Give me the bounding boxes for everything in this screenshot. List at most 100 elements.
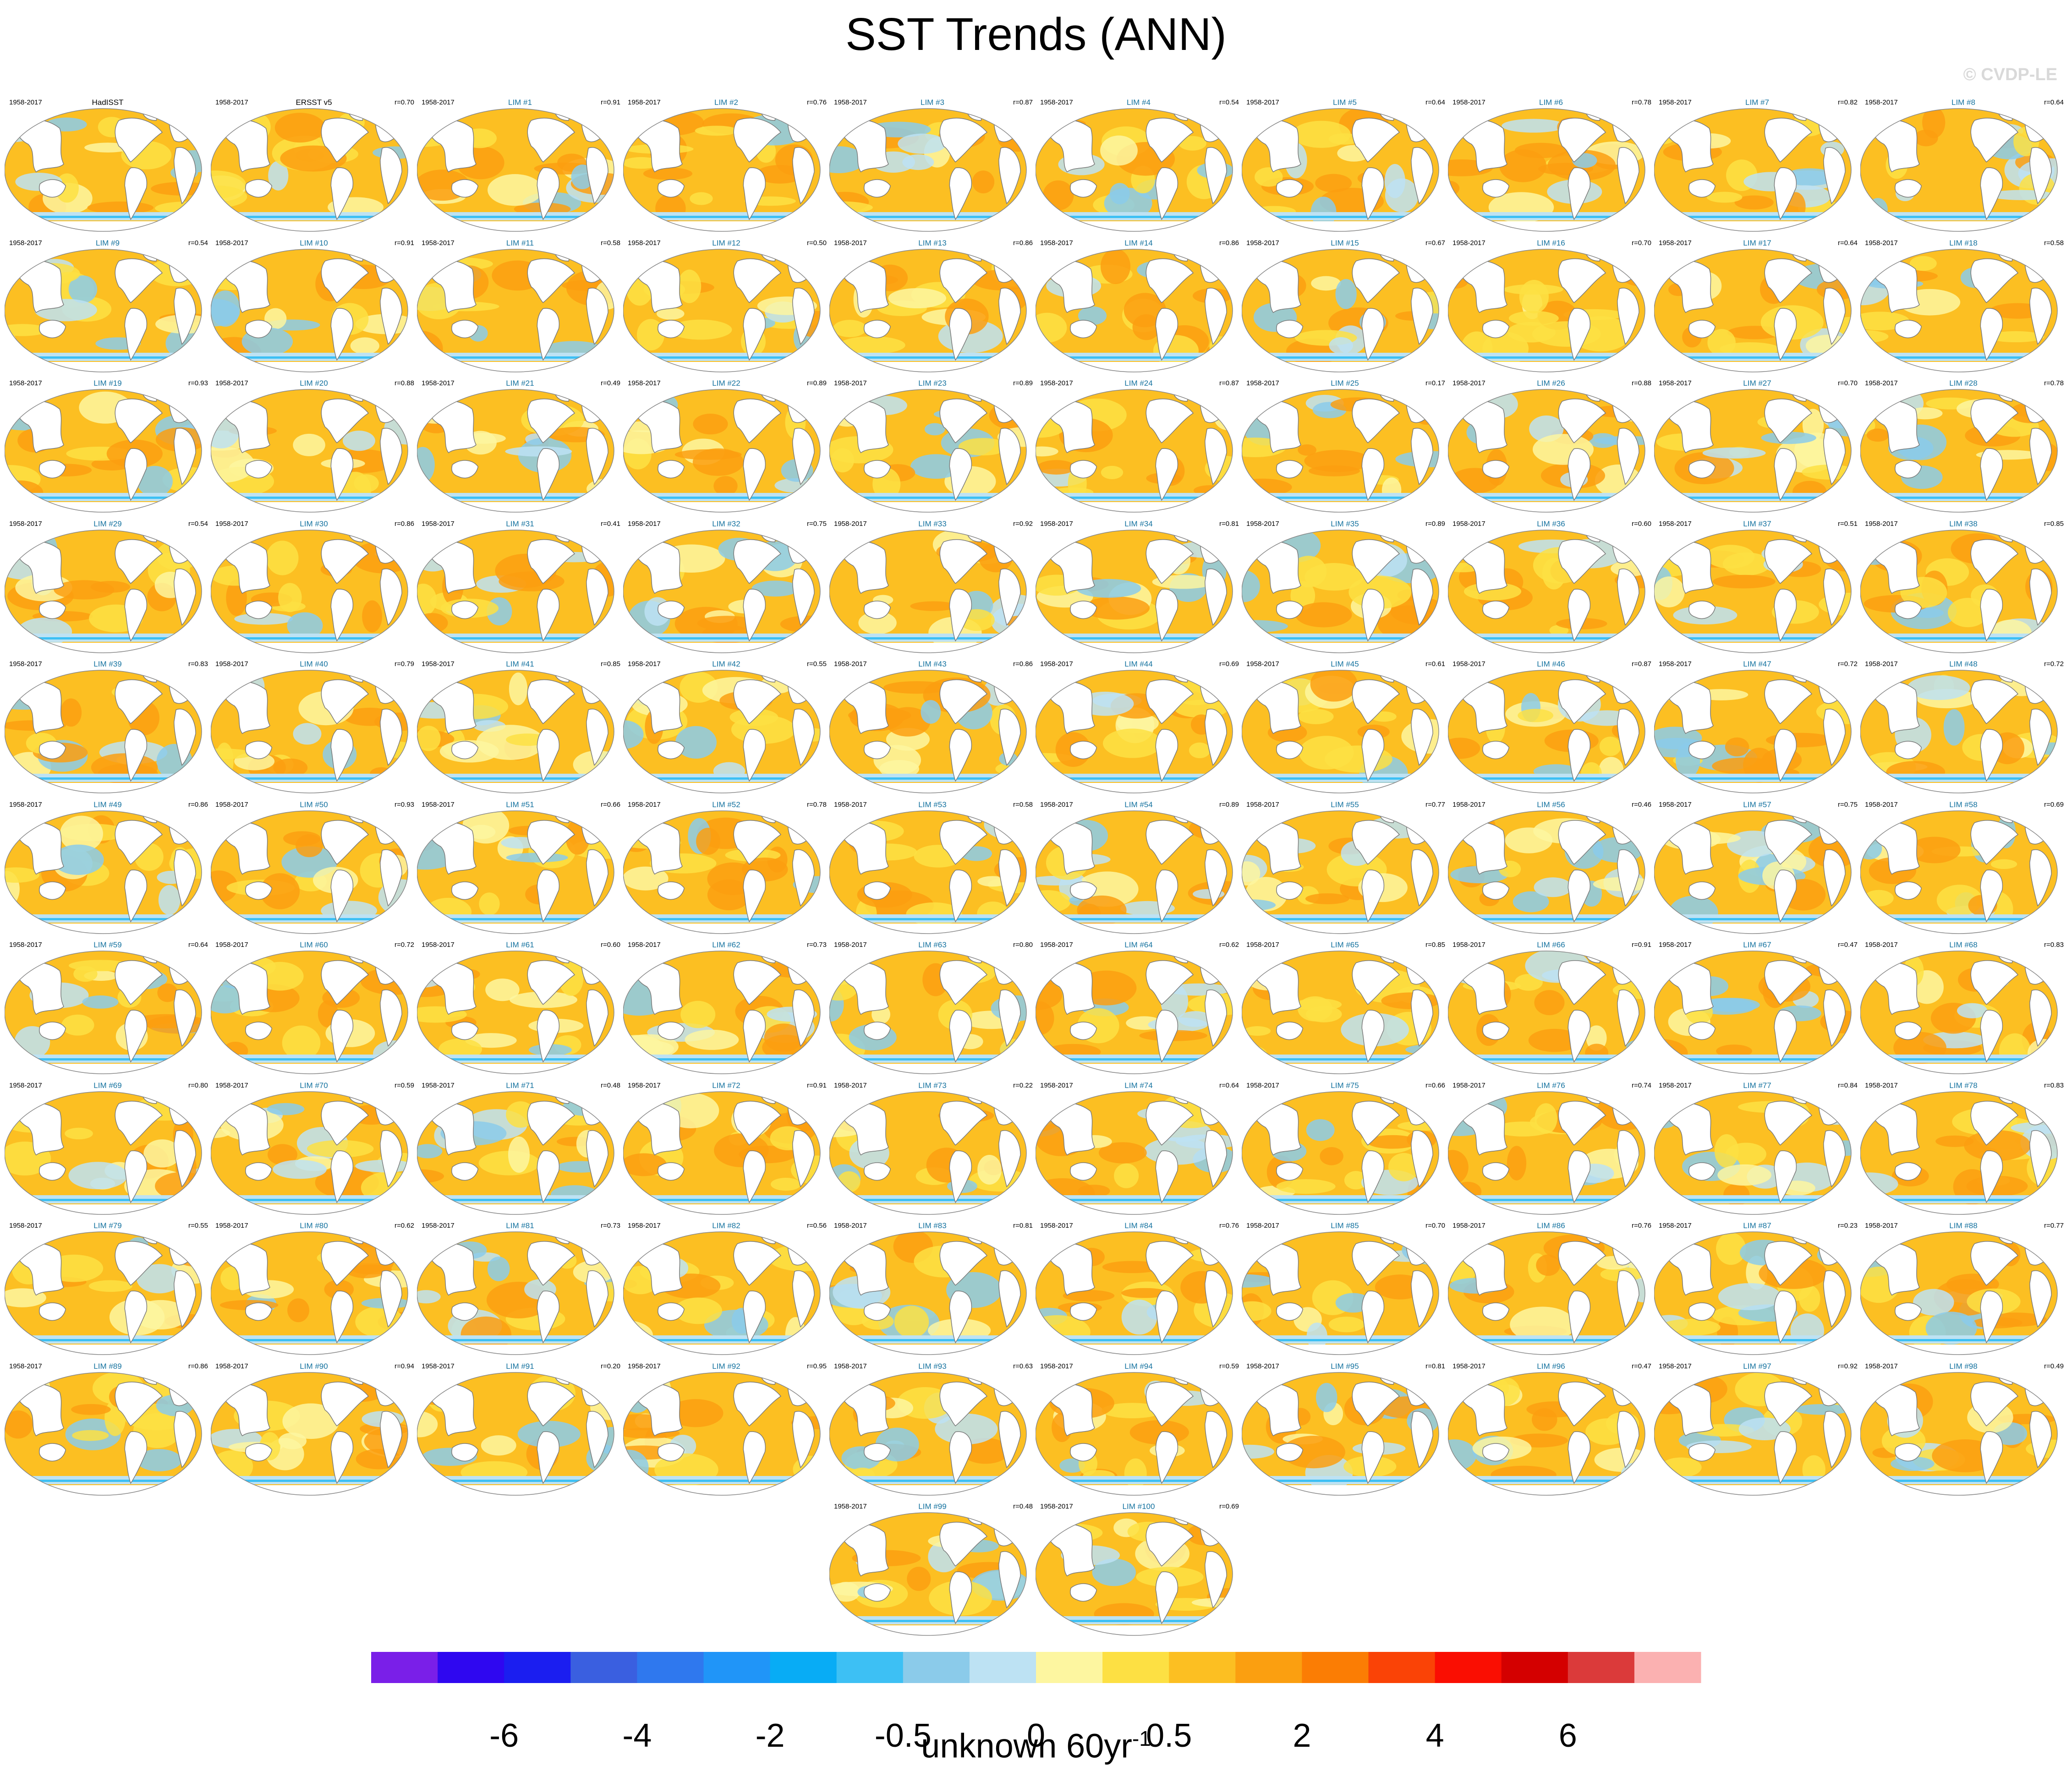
continent-outline [787, 1378, 813, 1406]
trend-anomaly-region [675, 726, 717, 759]
southern-ocean-band [1242, 1198, 1439, 1201]
panel-pattern-correlation: r=0.54 [188, 239, 208, 247]
trend-anomaly-region [1966, 1175, 2028, 1197]
continent-outline [1352, 960, 1400, 1005]
continent-outline [1070, 600, 1097, 619]
continent-outline [39, 1443, 66, 1461]
map-panel: 1958-2017 LIM #33 r=0.92 [829, 519, 1036, 658]
panel-pattern-correlation: r=0.78 [1632, 98, 1651, 106]
continent-outline [1205, 1270, 1227, 1328]
continent-outline [1612, 115, 1638, 142]
map-border [1036, 1091, 1233, 1215]
panel-title: LIM #30 [300, 519, 328, 528]
trend-anomaly-region [1535, 1103, 1557, 1134]
trend-anomaly-region [1717, 1164, 1771, 1186]
panel-title: LIM #41 [506, 660, 534, 668]
continent-outline [1970, 1381, 2019, 1427]
continent-outline [222, 1102, 270, 1155]
continent-outline [1070, 1022, 1097, 1040]
panel-pattern-correlation: r=0.84 [1838, 1081, 1858, 1089]
map-panel: 1958-2017 LIM #57 r=0.75 [1654, 800, 1860, 939]
southern-ocean-band [829, 216, 1026, 218]
trend-anomaly-region [977, 1154, 1002, 1185]
panel-years: 1958-2017 [1659, 1222, 1692, 1230]
continent-outline [998, 1270, 1021, 1328]
continent-outline [1568, 869, 1591, 923]
continent-outline [1406, 396, 1431, 423]
trend-anomaly-region [479, 892, 500, 915]
continent-outline [1688, 1022, 1716, 1040]
continent-outline [222, 962, 270, 1015]
sst-trend-map [5, 810, 202, 934]
trend-anomaly-region [643, 167, 693, 180]
sst-trend-map [829, 1372, 1027, 1496]
panel-years: 1958-2017 [1453, 519, 1485, 528]
antarctica-land [829, 1345, 1026, 1355]
panel-title: LIM #96 [1537, 1361, 1565, 1371]
continent-outline [1361, 588, 1385, 642]
map-border [211, 529, 408, 653]
continent-outline [1617, 709, 1639, 766]
continent-outline [1970, 399, 2019, 443]
continent-outline [115, 679, 163, 724]
continent-outline [1205, 989, 1227, 1047]
antarctica-land [211, 1485, 408, 1495]
trend-anomaly-region [1943, 709, 1965, 746]
continent-outline [864, 179, 891, 198]
map-panel: 1958-2017 LIM #54 r=0.89 [1036, 800, 1242, 939]
continent-outline [939, 118, 988, 163]
continent-outline [1276, 460, 1304, 479]
panel-pattern-correlation: r=0.69 [1219, 1503, 1239, 1510]
panel-title: LIM #60 [300, 940, 328, 949]
continent-outline [428, 1102, 477, 1155]
continent-outline [115, 1241, 163, 1286]
panel-years: 1958-2017 [215, 1362, 248, 1370]
panel-years: 1958-2017 [1040, 519, 1073, 528]
continent-outline [1047, 259, 1095, 313]
panel-years: 1958-2017 [628, 1222, 661, 1230]
continent-outline [1361, 869, 1385, 923]
antarctica-land [417, 783, 614, 793]
continent-outline [174, 1270, 196, 1328]
continent-outline [1617, 1130, 1639, 1187]
trend-anomaly-region [417, 1290, 441, 1304]
continent-outline [1688, 319, 1716, 338]
southern-ocean-band [1860, 497, 2057, 499]
map-panel: 1958-2017 LIM #98 r=0.49 [1860, 1362, 2067, 1501]
panel-years: 1958-2017 [834, 1081, 867, 1089]
trend-anomaly-region [350, 337, 379, 354]
panel-years: 1958-2017 [1865, 1222, 1898, 1230]
trend-anomaly-region [1100, 135, 1138, 166]
southern-ocean-band [829, 1058, 1026, 1060]
panel-years: 1958-2017 [1040, 1362, 1073, 1370]
trend-anomaly-region [1282, 1435, 1345, 1468]
map-border [5, 670, 202, 793]
panel-pattern-correlation: r=0.49 [601, 379, 620, 387]
panel-pattern-correlation: r=0.48 [1013, 1503, 1033, 1510]
trend-anomaly-region [695, 126, 739, 136]
sst-trend-map [1242, 389, 1439, 513]
continent-outline [1482, 1022, 1510, 1040]
continent-outline [16, 1383, 64, 1436]
sst-trend-map [211, 670, 408, 793]
map-panel: 1958-2017 LIM #29 r=0.54 [5, 519, 211, 658]
southern-ocean-band [417, 216, 614, 218]
units-exponent: -1 [1132, 1727, 1151, 1750]
trend-anomaly-region [61, 1014, 94, 1036]
sst-trend-map [1448, 529, 1645, 653]
continent-outline [527, 399, 576, 443]
continent-outline [993, 957, 1019, 985]
colorbar-tick-label: -4 [622, 1717, 652, 1754]
southern-ocean-band [829, 918, 1026, 920]
antarctica-land [5, 1485, 202, 1495]
continent-outline [1764, 960, 1813, 1005]
continent-outline [1361, 448, 1385, 501]
continent-outline [939, 258, 988, 303]
trend-anomaly-region [1213, 402, 1233, 431]
continent-outline [1612, 957, 1638, 985]
map-panel: 1958-2017 LIM #83 r=0.81 [829, 1222, 1036, 1360]
continent-outline [581, 115, 607, 142]
trend-anomaly-region [1178, 1011, 1212, 1027]
continent-outline [634, 1383, 683, 1436]
panel-years: 1958-2017 [1865, 519, 1898, 528]
